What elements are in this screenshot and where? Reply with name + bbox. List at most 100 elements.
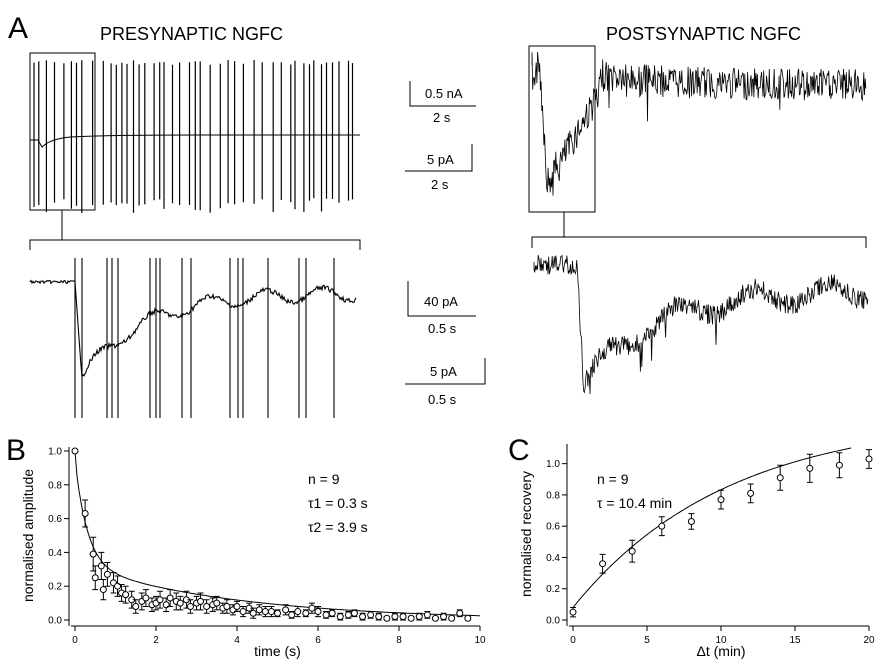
chart-c-data-point <box>865 455 873 463</box>
scale-bar-2 <box>405 144 473 172</box>
scale-bar-3 <box>407 281 476 317</box>
chart-b-data-point <box>322 611 330 619</box>
chart-b-data-point <box>97 562 105 570</box>
chart-c-data-point <box>628 547 636 555</box>
chart-b-data-point <box>314 608 322 616</box>
chart-b-data-point <box>213 599 221 607</box>
presynaptic-title: PRESYNAPTIC NGFC <box>100 24 283 44</box>
presynaptic-current-trace <box>30 134 360 148</box>
chart-c-data-point <box>806 464 814 472</box>
chart-b-y-tick-label: 1.0 <box>48 447 62 458</box>
chart-b-data-point <box>383 614 391 622</box>
chart-c-data-point <box>747 489 755 497</box>
chart-b-data-point <box>166 594 174 602</box>
chart-c-y-tick-label: 0.6 <box>546 522 560 533</box>
chart-b-data-point <box>274 609 281 617</box>
scale-bar-3-y: 40 pA <box>424 294 458 309</box>
chart-b-x-axis-title: time (s) <box>254 643 301 659</box>
panel-a-letter: A <box>8 12 28 45</box>
chart-b-data-point <box>391 613 399 621</box>
chart-c-y-tick-label: 0.2 <box>546 584 560 595</box>
chart-c-x-tick-label: 5 <box>644 635 650 646</box>
chart-b-data-point <box>423 611 431 619</box>
chart-c-x-tick-label: 15 <box>789 635 801 646</box>
chart-c-fit-curve <box>572 447 852 608</box>
chart-b-data-point <box>89 550 97 558</box>
chart-b-data-point <box>328 609 336 617</box>
chart-b-y-axis-title: normalised amplitude <box>20 469 36 602</box>
chart-b-data-point <box>288 611 296 619</box>
chart-c-data-point <box>599 560 607 568</box>
scale-bar-3-x: 0.5 s <box>428 321 457 336</box>
chart-b-data-point <box>99 586 107 594</box>
chart-b-data-point <box>399 613 407 621</box>
panel-c-letter: C <box>508 434 530 467</box>
chart-b-x-tick-label: 10 <box>474 635 486 646</box>
chart-c-data-point <box>569 608 577 616</box>
presynaptic-zoom-bracket <box>29 210 361 250</box>
chart-b: 0 2 4 6 8 10 0.0 0.2 0.4 0.6 0.8 1.0 time (s) normali… <box>20 447 486 660</box>
chart-c-y-tick-label: 1.0 <box>546 459 560 470</box>
chart-b-data-point <box>142 594 150 602</box>
scale-bar-1 <box>409 81 476 107</box>
chart-b-data-point <box>91 574 99 582</box>
panel-b-annotation-tau1: τ1 = 0.3 s <box>308 495 368 511</box>
chart-c-data-point <box>717 496 725 504</box>
presynaptic-expanded-trace <box>29 279 357 379</box>
chart-b-data-point <box>359 613 367 621</box>
chart-b-data-point <box>464 614 472 622</box>
scale-bar-4-x: 0.5 s <box>428 392 457 407</box>
chart-b-data-point <box>261 608 269 616</box>
chart-b-data-point <box>282 606 290 614</box>
postsynaptic-expanded-trace <box>533 254 869 395</box>
chart-c-y-tick-label: 0.8 <box>546 490 560 501</box>
chart-b-data-point <box>176 599 184 607</box>
chart-b-data-point <box>223 602 231 610</box>
chart-b-x-tick-label: 8 <box>396 635 402 646</box>
chart-b-data-point <box>103 570 111 578</box>
chart-b-y-tick-label: 0.0 <box>48 616 62 627</box>
chart-b-data-point <box>448 614 456 622</box>
chart-b-data-point <box>81 510 89 518</box>
chart-b-data-point <box>156 596 164 604</box>
panel-b-annotation-tau2: τ2 = 3.9 s <box>308 519 368 535</box>
chart-c-data-point <box>776 474 784 482</box>
chart-b-x-tick-label: 4 <box>234 635 240 646</box>
chart-b-fit-curve <box>74 450 480 617</box>
chart-b-data-point <box>336 613 344 621</box>
presynaptic-zoom-box <box>29 52 96 211</box>
chart-b-x-tick-label: 2 <box>153 635 159 646</box>
panel-c-annotation-tau: τ = 10.4 min <box>597 495 672 511</box>
chart-b-data-point <box>308 604 316 612</box>
scale-bar-2-x: 2 s <box>431 177 449 192</box>
chart-b-x-tick-label: 6 <box>315 635 321 646</box>
chart-b-data-point <box>294 608 302 616</box>
panel-b-annotation-n: n = 9 <box>308 471 340 487</box>
chart-b-data-point <box>203 602 211 610</box>
chart-c-x-axis-title: Δt (min) <box>696 643 745 659</box>
scale-bar-1-x: 2 s <box>433 110 451 125</box>
chart-b-y-tick-label: 0.2 <box>48 582 62 593</box>
scale-bar-2-y: 5 pA <box>427 152 454 167</box>
chart-b-data-point <box>249 609 257 617</box>
panel-c-annotation-n: n = 9 <box>597 471 629 487</box>
chart-c-data-point <box>835 461 843 469</box>
chart-b-data-point <box>122 591 130 599</box>
chart-c: 0 5 10 15 20 0.0 0.2 0.4 0.6 0.8 1.0 Δt (min) normal… <box>518 444 875 659</box>
chart-b-y-tick-label: 0.8 <box>48 480 62 491</box>
scale-bar-1-y: 0.5 nA <box>425 86 463 101</box>
chart-b-data-point <box>255 606 263 614</box>
scale-bar-4-y: 5 pA <box>430 364 457 379</box>
postsynaptic-zoom-bracket <box>531 212 867 248</box>
postsynaptic-title: POSTSYNAPTIC NGFC <box>606 24 801 44</box>
chart-b-data-point <box>415 613 423 621</box>
chart-b-x-tick-label: 0 <box>72 635 78 646</box>
chart-b-data-point <box>186 602 194 610</box>
chart-b-data-point <box>71 447 79 455</box>
chart-b-y-tick-label: 0.6 <box>48 514 62 525</box>
presynaptic-expanded-spikes <box>74 258 335 418</box>
chart-b-data-point <box>350 609 358 617</box>
chart-b-data-point <box>267 608 275 616</box>
chart-b-data-point <box>233 602 241 610</box>
chart-b-data-point <box>440 613 448 621</box>
